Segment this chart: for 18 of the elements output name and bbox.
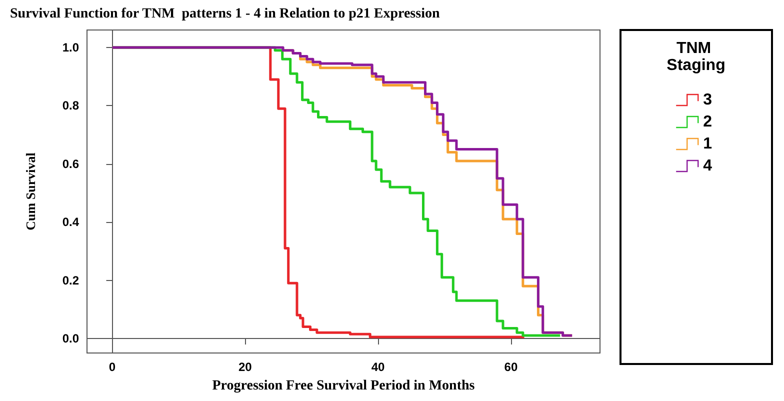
y-tick-label: 0.6 — [62, 156, 80, 171]
y-tick-label: 0.8 — [62, 98, 80, 113]
legend-label: 4 — [703, 158, 712, 174]
x-tick-label: 60 — [504, 360, 518, 374]
legend-title: TNM Staging — [666, 40, 726, 74]
y-tick-label: 0.0 — [62, 331, 80, 346]
chart-title: Survival Function for TNM patterns 1 - 4 in Relation to p21 Expression — [10, 6, 440, 22]
y-tick-label: 0.2 — [62, 273, 80, 288]
y-tick-label: 1.0 — [62, 40, 80, 54]
legend-label: 1 — [703, 136, 712, 152]
x-axis-title: Progression Free Survival Period in Months — [212, 378, 476, 394]
legend-label: 3 — [703, 92, 712, 108]
x-tick-label: 40 — [371, 360, 386, 374]
y-tick-label: 0.4 — [62, 215, 80, 230]
x-tick-label: 0 — [108, 360, 116, 374]
y-axis-title: Cum Survival — [23, 152, 38, 230]
legend-label: 2 — [703, 114, 712, 130]
x-tick-label: 20 — [238, 360, 252, 374]
